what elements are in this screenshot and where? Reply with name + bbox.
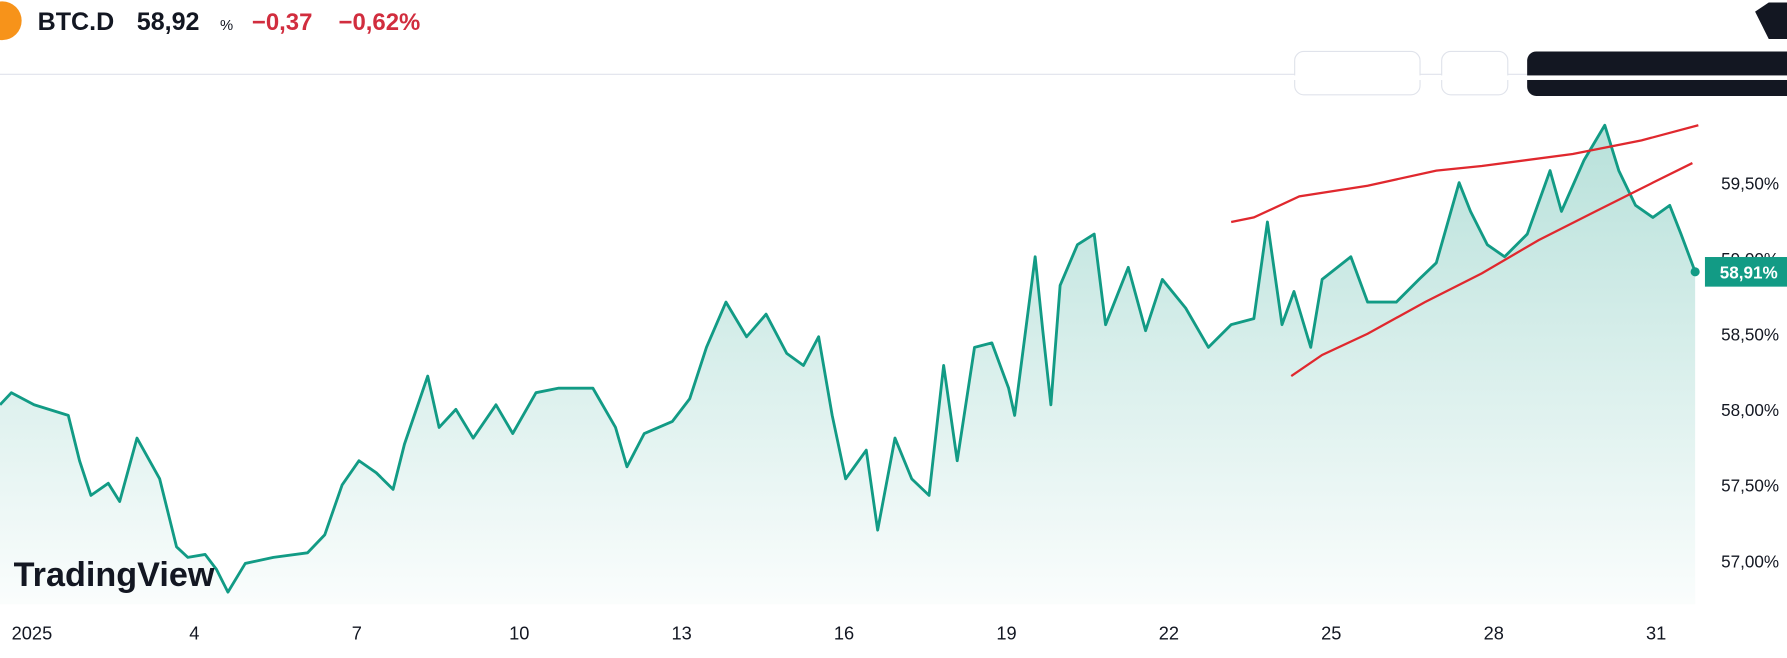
change-percent: −0,62%: [338, 9, 420, 36]
toolbar-mask: [0, 75, 1787, 80]
trend-line: [1230, 124, 1699, 224]
trend-line: [1290, 162, 1693, 378]
coin-icon: [0, 1, 22, 41]
toolbar-button[interactable]: [1441, 50, 1509, 96]
y-tick-label: 58,00%: [1721, 401, 1779, 420]
last-point: [1690, 267, 1700, 277]
x-tick-label: 13: [671, 623, 691, 644]
area-fill: [0, 125, 1696, 605]
price: 58,92: [137, 8, 200, 36]
price-label: 58,91%: [1720, 264, 1778, 283]
price-unit: %: [220, 18, 233, 34]
y-tick-label: 59,50%: [1721, 175, 1779, 194]
price-label-box: [1704, 257, 1787, 287]
x-tick-label: 2025: [12, 623, 53, 644]
x-tick-label: 28: [1484, 623, 1504, 644]
x-tick-label: 19: [996, 623, 1016, 644]
y-tick-label: 57,00%: [1721, 552, 1779, 571]
price-line: [0, 123, 1697, 594]
plot: 57,00%57,50%58,00%58,50%59,00%59,50%2025…: [0, 123, 1787, 644]
y-tick-label: 57,50%: [1721, 477, 1779, 496]
toolbar-button[interactable]: [1294, 50, 1421, 96]
symbol[interactable]: BTC.D: [38, 8, 115, 36]
x-tick-label: 4: [189, 623, 199, 644]
alert-button[interactable]: [1755, 2, 1787, 39]
x-tick-label: 22: [1159, 623, 1179, 644]
x-tick-label: 16: [834, 623, 854, 644]
watermark: TradingView: [14, 556, 215, 594]
x-tick-label: 7: [352, 623, 362, 644]
x-tick-label: 25: [1321, 623, 1341, 644]
x-tick-label: 10: [509, 623, 529, 644]
y-tick-label: 58,50%: [1721, 326, 1779, 345]
toolbar-button[interactable]: [1527, 51, 1787, 96]
change: −0,37: [252, 9, 313, 36]
x-tick-label: 31: [1646, 623, 1666, 644]
